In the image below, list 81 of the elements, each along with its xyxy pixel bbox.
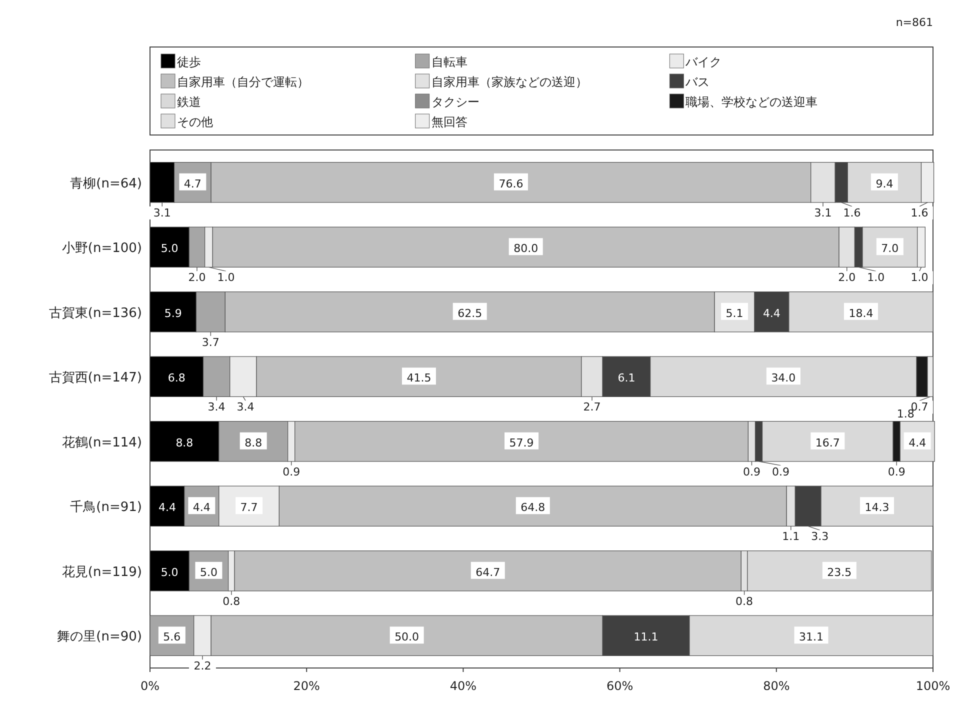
data-label: 8.8 — [176, 436, 194, 450]
y-tick-label: 千鳥(n=91) — [70, 500, 142, 516]
legend-label: 職場、学校などの送迎車 — [686, 95, 818, 109]
data-label: 57.9 — [509, 436, 534, 450]
y-tick-label: 舞の里(n=90) — [57, 630, 142, 645]
x-tick-label: 40% — [450, 679, 477, 693]
data-label: 6.8 — [168, 372, 186, 385]
y-tick-label: 古賀東(n=136) — [48, 306, 142, 321]
data-label: 1.1 — [782, 530, 800, 544]
data-label: 64.7 — [476, 566, 500, 579]
data-label: 7.0 — [881, 242, 899, 256]
x-tick-label: 0% — [140, 679, 160, 693]
data-label: 4.4 — [908, 436, 926, 450]
y-tick-label: 古賀西(n=147) — [48, 370, 142, 386]
data-label: 5.9 — [164, 306, 182, 320]
data-label: 5.1 — [726, 306, 744, 320]
y-tick-label: 青柳(n=64) — [70, 176, 142, 192]
data-label: 4.4 — [762, 306, 780, 320]
data-label: 4.4 — [192, 501, 210, 514]
data-label: 4.7 — [184, 177, 202, 190]
legend-label: タクシー — [431, 95, 480, 109]
data-label: 6.1 — [618, 372, 636, 385]
legend-label: 自家用車（家族などの送迎） — [431, 75, 588, 89]
data-label: 0.9 — [282, 465, 300, 478]
data-label: 3.1 — [153, 206, 171, 220]
data-label: 76.6 — [498, 177, 524, 190]
data-label: 5.6 — [163, 630, 181, 644]
data-label: 0.9 — [772, 465, 790, 478]
data-label: 3.3 — [811, 530, 829, 544]
text: n=861 — [896, 16, 933, 29]
legend-label: 鉄道 — [177, 95, 201, 109]
legend-label: バイク — [684, 55, 722, 69]
data-label: 23.5 — [827, 566, 852, 579]
data-label: 11.1 — [634, 630, 658, 644]
data-label: 3.4 — [236, 400, 254, 414]
data-label: 18.4 — [848, 306, 874, 320]
data-label: 5.0 — [160, 566, 178, 579]
data-label: 0.8 — [222, 594, 240, 608]
data-label: 2.0 — [188, 271, 206, 284]
data-label: 0.9 — [742, 465, 760, 478]
data-label: 62.5 — [458, 306, 482, 320]
legend-label: バス — [684, 75, 710, 89]
data-label: 2.7 — [583, 400, 601, 414]
data-label: 64.8 — [520, 501, 546, 514]
data-label: 16.7 — [815, 436, 840, 450]
data-label: 9.4 — [876, 177, 894, 190]
y-tick-label: 花鶴(n=114) — [62, 435, 142, 450]
x-tick-label: 80% — [763, 679, 790, 693]
y-tick-label: 小野(n=100) — [62, 241, 142, 256]
data-label: 41.5 — [406, 372, 432, 385]
data-label: 8.8 — [244, 436, 262, 450]
x-tick-label: 20% — [293, 679, 320, 693]
data-label: 4.4 — [158, 501, 176, 514]
data-label: 1.0 — [910, 271, 928, 284]
data-label: 2.2 — [194, 660, 212, 673]
data-label: 3.1 — [814, 206, 832, 220]
data-label: 31.1 — [798, 630, 824, 644]
x-tick-label: 100% — [916, 679, 950, 693]
data-label: 1.6 — [843, 206, 861, 220]
legend-label: 無回答 — [431, 115, 468, 129]
data-label: 3.4 — [208, 400, 226, 414]
data-label: 0.8 — [736, 594, 754, 608]
data-label: 14.3 — [864, 501, 890, 514]
legend-label: 徒歩 — [177, 55, 201, 69]
x-tick-label: 60% — [606, 679, 634, 693]
data-label: 50.0 — [394, 630, 420, 644]
data-label: 2.0 — [838, 271, 856, 284]
data-label: 7.7 — [240, 501, 258, 514]
legend-label: その他 — [177, 115, 213, 129]
y-tick-label: 花見(n=119) — [62, 564, 142, 580]
data-label: 1.0 — [867, 271, 885, 284]
data-label: 80.0 — [514, 242, 538, 256]
data-label: 34.0 — [771, 372, 796, 385]
legend-label: 自転車 — [431, 55, 468, 69]
data-label: 3.7 — [202, 336, 220, 349]
data-label: 1.0 — [217, 271, 235, 284]
data-label: 0.9 — [888, 465, 906, 478]
data-label: 5.0 — [160, 242, 178, 256]
data-label: 1.6 — [910, 206, 928, 220]
data-label: 5.0 — [200, 566, 218, 579]
legend-label: 自家用車（自分で運転） — [177, 75, 309, 89]
